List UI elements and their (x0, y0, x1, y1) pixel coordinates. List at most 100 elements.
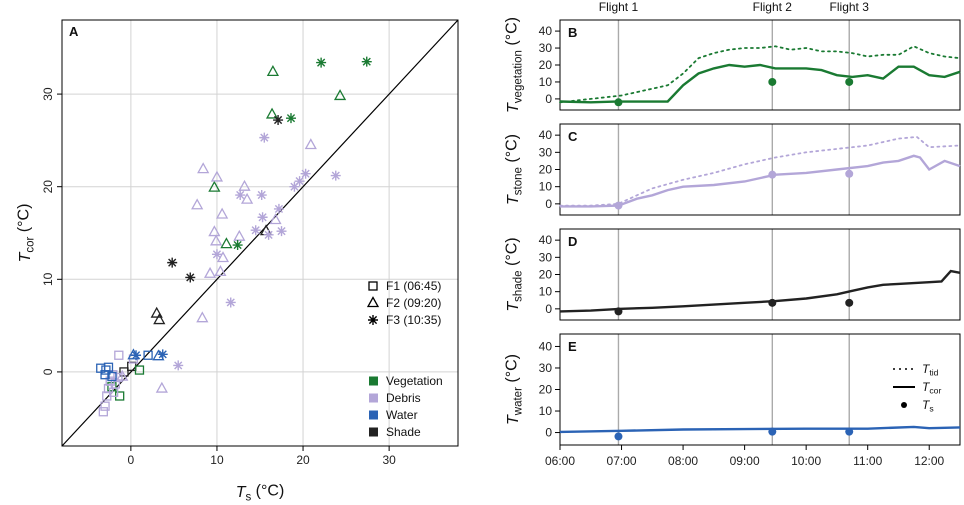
legend-label-main: T (922, 398, 931, 412)
data-point (257, 212, 268, 223)
legend-class-label: Debris (386, 391, 421, 405)
y-axis-label-main: T (505, 102, 522, 113)
x-axis-label-sub: s (245, 491, 251, 503)
y-tick-label: 10 (539, 180, 553, 194)
data-point (119, 367, 129, 377)
data-point (114, 350, 124, 360)
legend-flight-label: F2 (09:20) (386, 296, 441, 310)
y-axis-label-sub: stone (512, 167, 524, 195)
data-point (216, 207, 229, 219)
y-tick-label: 0 (41, 368, 55, 375)
cor-series-line (559, 425, 961, 434)
legend-swatch (369, 427, 378, 437)
panel-c: 0 10 20 30 40 Tstone (°C) C (504, 123, 961, 216)
data-point (276, 226, 287, 237)
data-point (197, 162, 210, 174)
legend-swatch (369, 393, 378, 403)
legend-marker (368, 315, 378, 325)
y-axis-label: Twater (°C) (504, 354, 525, 425)
y-tick-label: 30 (539, 145, 553, 159)
tid-series-line (559, 135, 961, 207)
legend-class-label: Water (386, 408, 418, 422)
legend-flight-label: F3 (10:35) (386, 313, 441, 327)
y-tick-label: 0 (545, 302, 552, 316)
y-tick-label: 0 (545, 197, 552, 211)
ts-point (845, 77, 854, 86)
legend-swatch (369, 376, 378, 386)
data-point (211, 249, 222, 260)
y-axis-label: Tstone (°C) (504, 134, 525, 205)
x-tick-label: 0 (128, 453, 135, 467)
legend-swatch (369, 410, 378, 420)
data-point (208, 180, 221, 192)
data-point (167, 257, 178, 268)
y-axis-label: Tshade (°C) (504, 237, 525, 311)
x-tick-label: 07:00 (607, 454, 637, 468)
y-tick-label: 30 (539, 41, 553, 55)
ts-point (614, 432, 623, 441)
cor-series-line (560, 154, 961, 208)
data-point (185, 272, 196, 283)
x-tick-label: 12:00 (914, 454, 944, 468)
x-tick-label: 08:00 (668, 454, 698, 468)
data-point (100, 370, 110, 380)
data-point (143, 350, 153, 360)
ts-point (768, 170, 777, 179)
data-point (157, 349, 168, 360)
legend-label: Ts (922, 398, 934, 414)
data-point (107, 371, 117, 382)
data-point (269, 213, 282, 225)
flight-label: Flight 2 (753, 0, 793, 14)
flight-label: Flight 1 (599, 0, 639, 14)
y-axis-label-unit: (°C) (504, 17, 521, 50)
x-axis-label-unit: (°C) (251, 483, 284, 500)
legend-flight-label: F1 (06:45) (386, 279, 441, 293)
y-tick-label: 40 (539, 24, 553, 38)
data-point (235, 190, 246, 201)
panel-label-c: C (568, 129, 578, 144)
legend-label: Tcor (922, 380, 941, 396)
data-point (109, 387, 119, 397)
panel-frame (559, 228, 961, 321)
x-axis-label-main: T (236, 484, 247, 501)
data-point (100, 401, 110, 411)
legend-class-label: Vegetation (386, 374, 443, 388)
data-point (220, 237, 233, 249)
y-axis-label-unit: (°C) (504, 134, 521, 167)
data-point (361, 56, 372, 67)
data-point (238, 179, 251, 191)
y-axis-label-main: T (17, 251, 34, 262)
x-tick-label: 10:00 (791, 454, 821, 468)
ts-point (768, 298, 777, 307)
data-point (266, 65, 280, 77)
ts-point (614, 307, 623, 316)
y-tick-label: 30 (539, 250, 553, 264)
y-axis-label-sub: water (512, 387, 524, 416)
panel-label-a: A (69, 24, 79, 39)
data-point (173, 360, 184, 371)
panel-label-b: B (568, 25, 577, 40)
data-point (294, 176, 305, 187)
data-point (265, 107, 279, 119)
cor-series-line (559, 63, 961, 104)
data-point (153, 313, 166, 325)
panel-label-d: D (568, 234, 577, 249)
data-point (273, 203, 284, 214)
data-point (196, 311, 209, 323)
y-axis-label-sub: vegetation (512, 50, 524, 103)
x-tick-label: 30 (382, 453, 396, 467)
data-point (209, 234, 223, 246)
legend-class-label: Shade (386, 425, 421, 439)
y-tick-label: 40 (539, 233, 553, 247)
data-point (116, 369, 129, 381)
tid-series-line (559, 45, 961, 104)
panel-b: 0 10 20 30 40 Tvegetation (°C) B (504, 17, 961, 113)
legend-label-sub: s (929, 404, 933, 414)
y-tick-label: 20 (539, 268, 553, 282)
ts-point (845, 298, 854, 307)
y-axis-label-main: T (505, 194, 522, 205)
panel-d: 0 10 20 30 40 Tshade (°C) D (504, 228, 961, 321)
